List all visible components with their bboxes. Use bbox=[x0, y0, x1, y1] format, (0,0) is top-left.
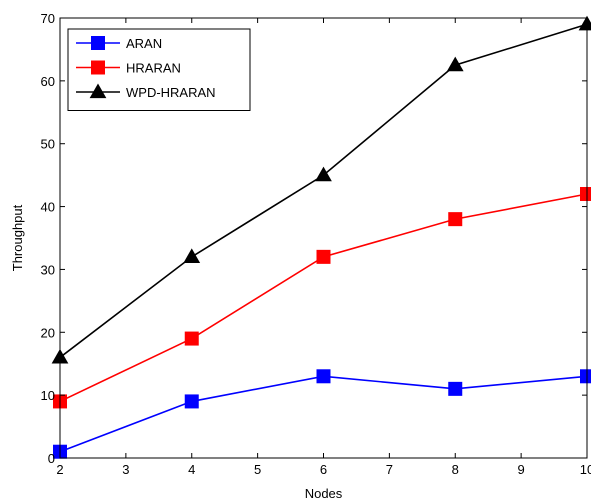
series-wpd-hraran bbox=[51, 15, 591, 364]
y-tick-label: 30 bbox=[41, 262, 55, 277]
x-tick-label: 3 bbox=[122, 462, 129, 477]
axes-layer: 2 3 4 5 6 7 8 9 10 0 10 20 30 40 50 60 70 bbox=[41, 11, 591, 477]
data-point-wpd-hraran bbox=[183, 248, 201, 263]
data-point-hraran bbox=[316, 249, 331, 264]
y-tick-label: 10 bbox=[41, 388, 55, 403]
series-hraran bbox=[53, 187, 591, 409]
legend-entry: HRARAN bbox=[76, 60, 181, 76]
y-tick-label: 0 bbox=[48, 451, 55, 466]
series-aran bbox=[53, 369, 591, 459]
legend-label: WPD-HRARAN bbox=[126, 85, 216, 100]
x-tick-label: 2 bbox=[56, 462, 63, 477]
x-axis-label: Nodes bbox=[305, 486, 343, 501]
legend-marker-hraran bbox=[91, 60, 105, 75]
data-point-aran bbox=[448, 381, 463, 396]
series-layer bbox=[51, 15, 591, 459]
data-point-aran bbox=[580, 369, 591, 384]
legend-label: ARAN bbox=[126, 36, 162, 51]
data-point-hraran bbox=[580, 187, 591, 201]
data-point-aran bbox=[184, 394, 199, 409]
x-tick-label: 9 bbox=[518, 462, 525, 477]
x-tick-label: 4 bbox=[188, 462, 195, 477]
data-point-aran bbox=[316, 369, 331, 384]
y-tick-label: 60 bbox=[41, 74, 55, 89]
legend: ARAN HRARAN WPD-HRARAN bbox=[67, 28, 251, 111]
legend-entry: WPD-HRARAN bbox=[76, 83, 216, 100]
y-tick-label: 40 bbox=[41, 200, 55, 215]
y-tick-label: 20 bbox=[41, 325, 55, 340]
x-tick-label: 5 bbox=[254, 462, 261, 477]
x-tick-label: 8 bbox=[452, 462, 459, 477]
legend-marker-aran bbox=[91, 36, 105, 50]
data-point-hraran bbox=[448, 212, 463, 227]
y-tick-label: 50 bbox=[41, 137, 55, 152]
x-tick-label: 7 bbox=[386, 462, 393, 477]
x-tick-label: 10 bbox=[580, 462, 591, 477]
legend-label: HRARAN bbox=[126, 61, 181, 76]
data-point-wpd-hraran bbox=[315, 166, 332, 182]
data-point-wpd-hraran bbox=[446, 56, 464, 72]
y-axis-label: Throughput bbox=[10, 204, 25, 271]
x-tick-label: 6 bbox=[320, 462, 327, 477]
legend-marker-wpd-hraran bbox=[89, 83, 107, 99]
data-point-hraran bbox=[184, 331, 199, 346]
y-tick-label: 70 bbox=[41, 11, 55, 26]
legend-entry: ARAN bbox=[76, 36, 162, 51]
